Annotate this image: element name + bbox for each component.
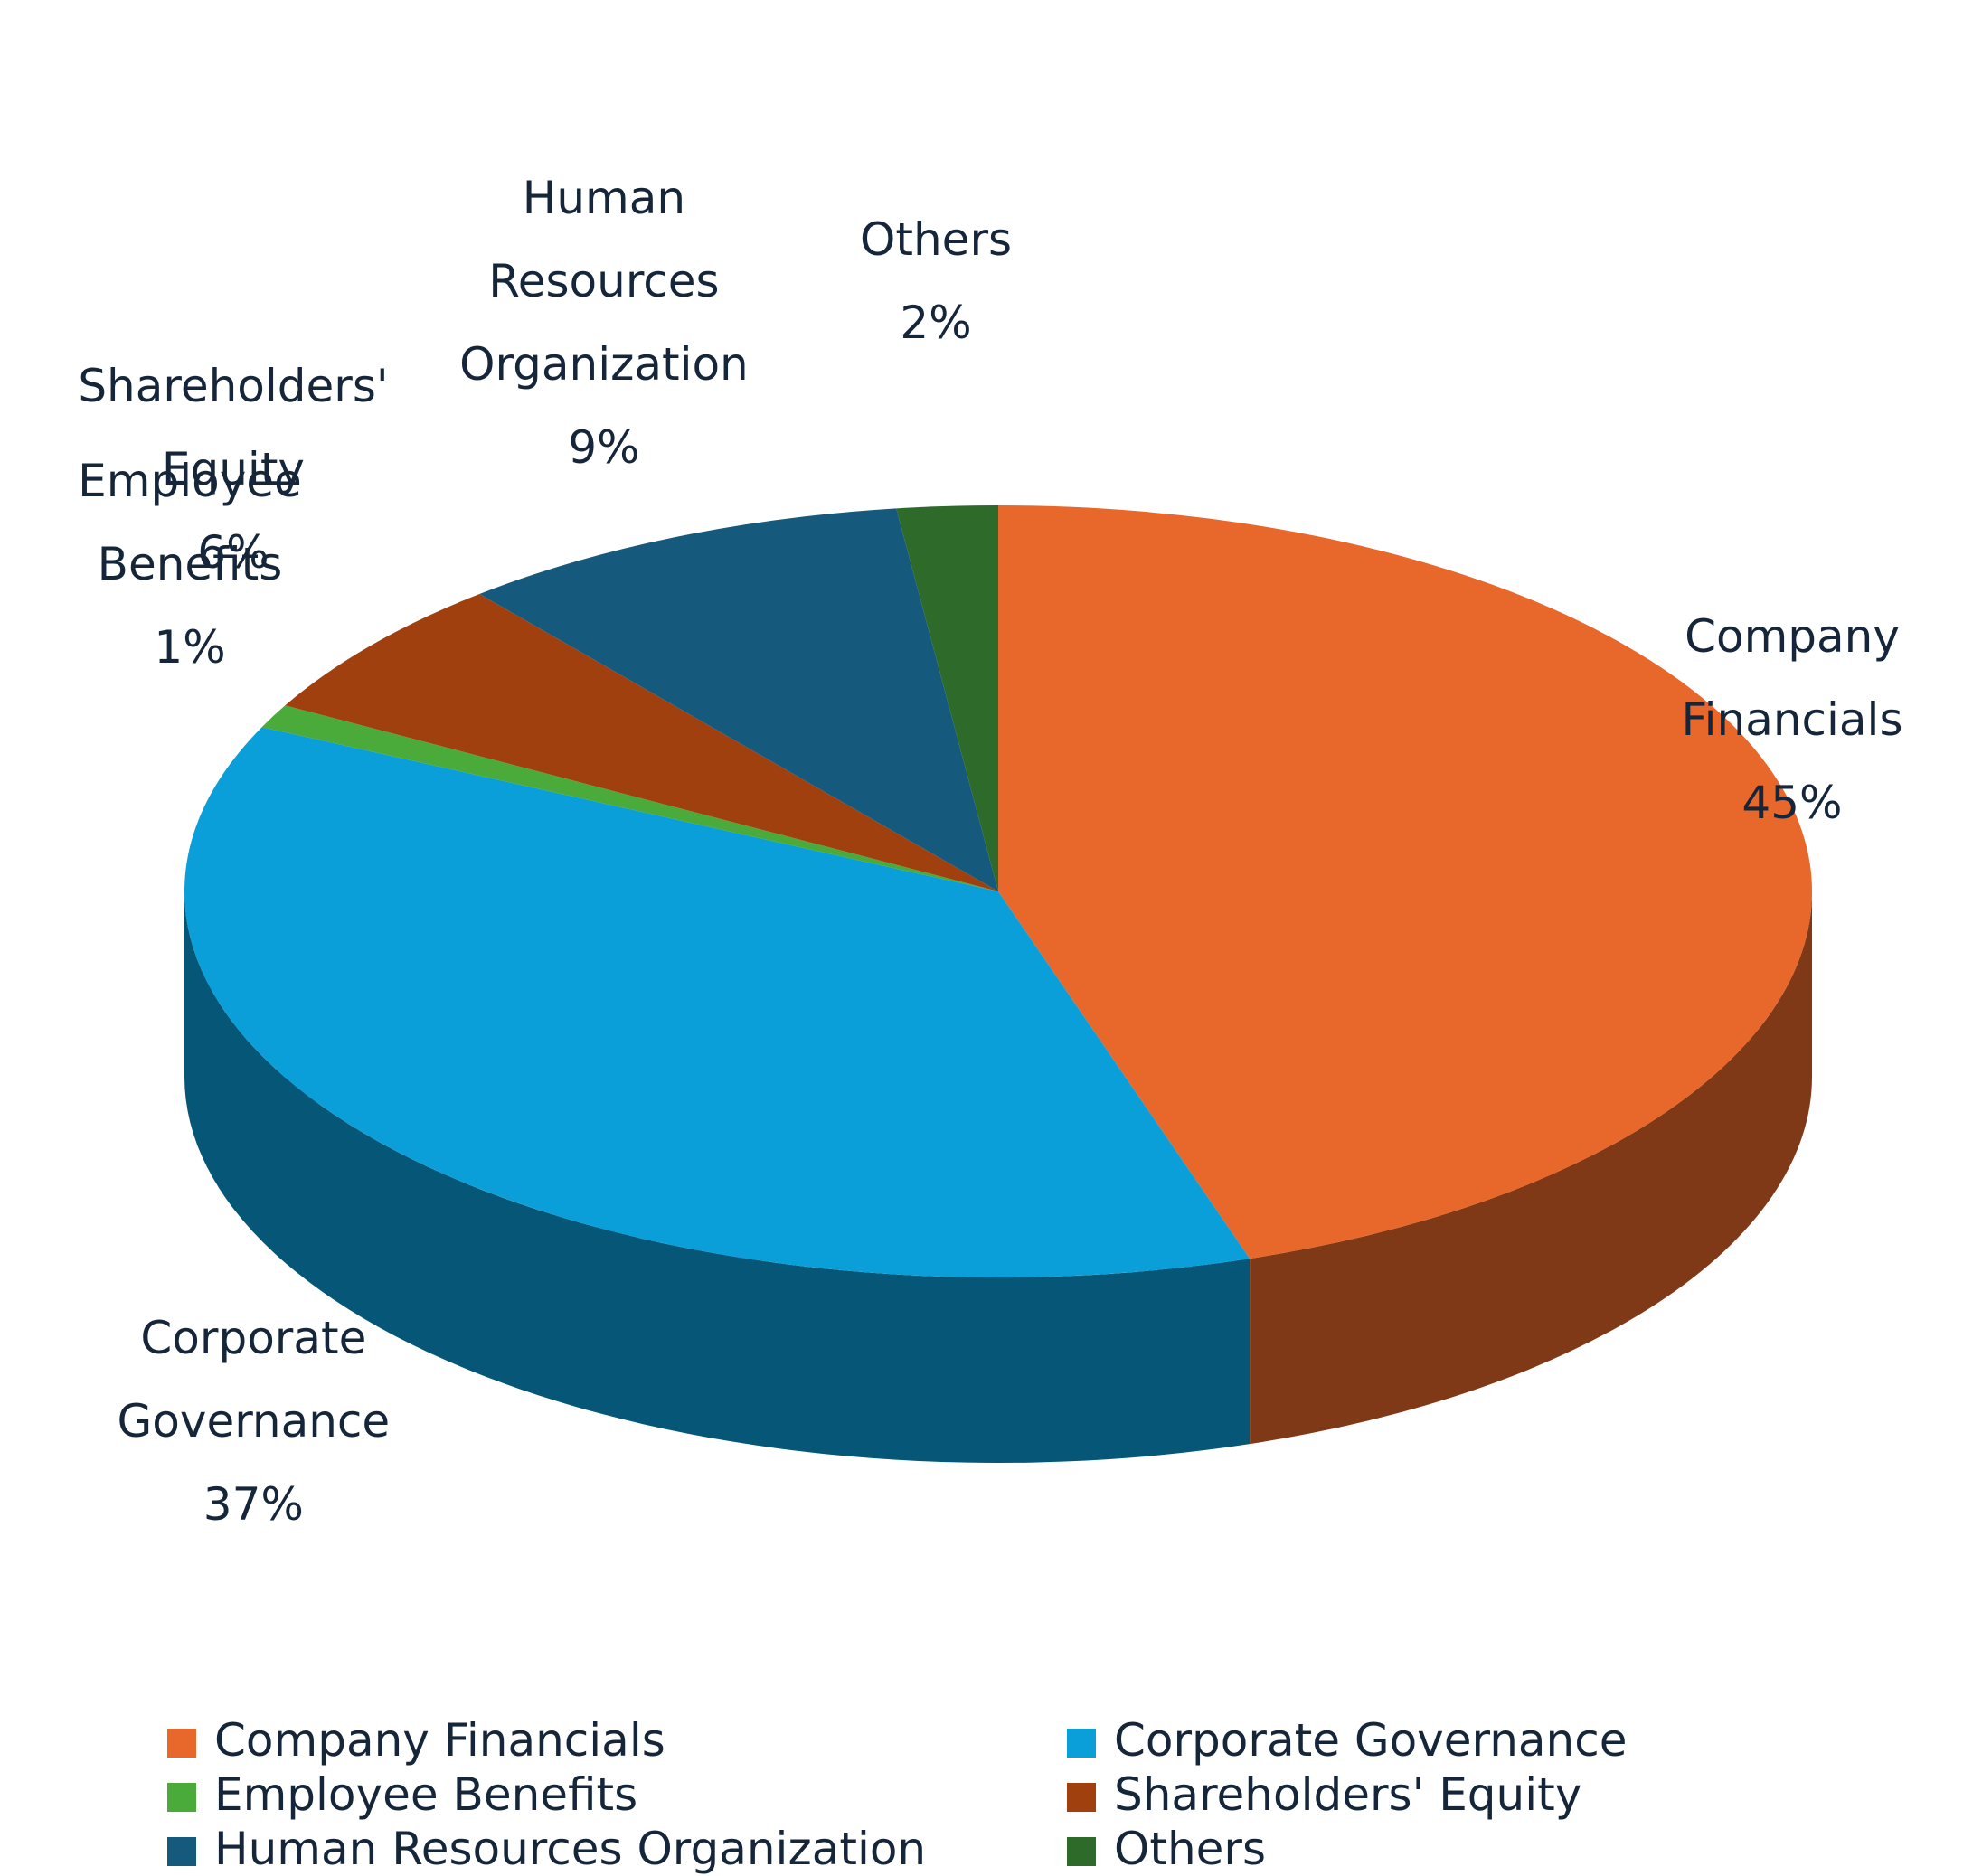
legend-item: Company Financials — [167, 1713, 665, 1768]
slice-side — [184, 891, 1251, 1463]
slice-side — [1250, 891, 1812, 1445]
label-value: 2% — [900, 296, 972, 349]
legend-label: Shareholders' Equity — [1114, 1768, 1582, 1821]
label-name: Corporate Governance — [117, 1312, 391, 1448]
label-name: Company Financials — [1681, 609, 1903, 746]
legend-label: Employee Benefits — [214, 1768, 638, 1821]
legend-item: Corporate Governance — [1067, 1713, 1627, 1768]
slice — [896, 505, 998, 891]
label-value: 1% — [154, 621, 226, 674]
data-label: Company Financials 45% — [1611, 595, 1973, 844]
label-value: 37% — [203, 1478, 304, 1532]
slice — [479, 508, 998, 891]
pie-top — [184, 505, 1812, 1277]
label-name: Human Resources Organization — [459, 171, 749, 391]
label-value: 45% — [1741, 776, 1843, 829]
slice — [184, 727, 1251, 1277]
slice — [261, 705, 998, 891]
legend-label: Others — [1114, 1823, 1267, 1875]
legend-swatch — [1067, 1729, 1096, 1758]
data-label: Corporate Governance 37% — [72, 1296, 434, 1546]
slice — [285, 593, 998, 891]
legend-label: Company Financials — [214, 1714, 665, 1767]
legend-item: Others — [1067, 1822, 1266, 1876]
legend-label: Human Resources Organization — [214, 1823, 927, 1875]
data-label: Human Resources Organization 9% — [423, 156, 785, 489]
label-name: Others — [860, 212, 1013, 266]
legend-label: Corporate Governance — [1114, 1714, 1628, 1767]
label-name: Employee Benefits — [78, 455, 302, 591]
label-value: 6% — [197, 525, 269, 579]
legend-item: Human Resources Organization — [167, 1822, 926, 1876]
data-label: Shareholders' Equity 6% — [52, 344, 414, 594]
legend-item: Shareholders' Equity — [1067, 1768, 1581, 1822]
label-value: 9% — [568, 420, 640, 474]
slice — [998, 505, 1812, 1259]
chart — [184, 505, 1812, 1463]
label-name: Shareholders' Equity — [78, 359, 389, 495]
legend-swatch — [1067, 1783, 1096, 1812]
pie-sides — [184, 891, 1812, 1463]
legend-swatch — [1067, 1837, 1096, 1866]
legend-swatch — [167, 1837, 196, 1866]
legend-swatch — [167, 1729, 196, 1758]
data-label: Employee Benefits 1% — [9, 439, 371, 689]
data-label: Others 2% — [755, 198, 1117, 364]
legend-item: Employee Benefits — [167, 1768, 637, 1822]
legend-swatch — [167, 1783, 196, 1812]
